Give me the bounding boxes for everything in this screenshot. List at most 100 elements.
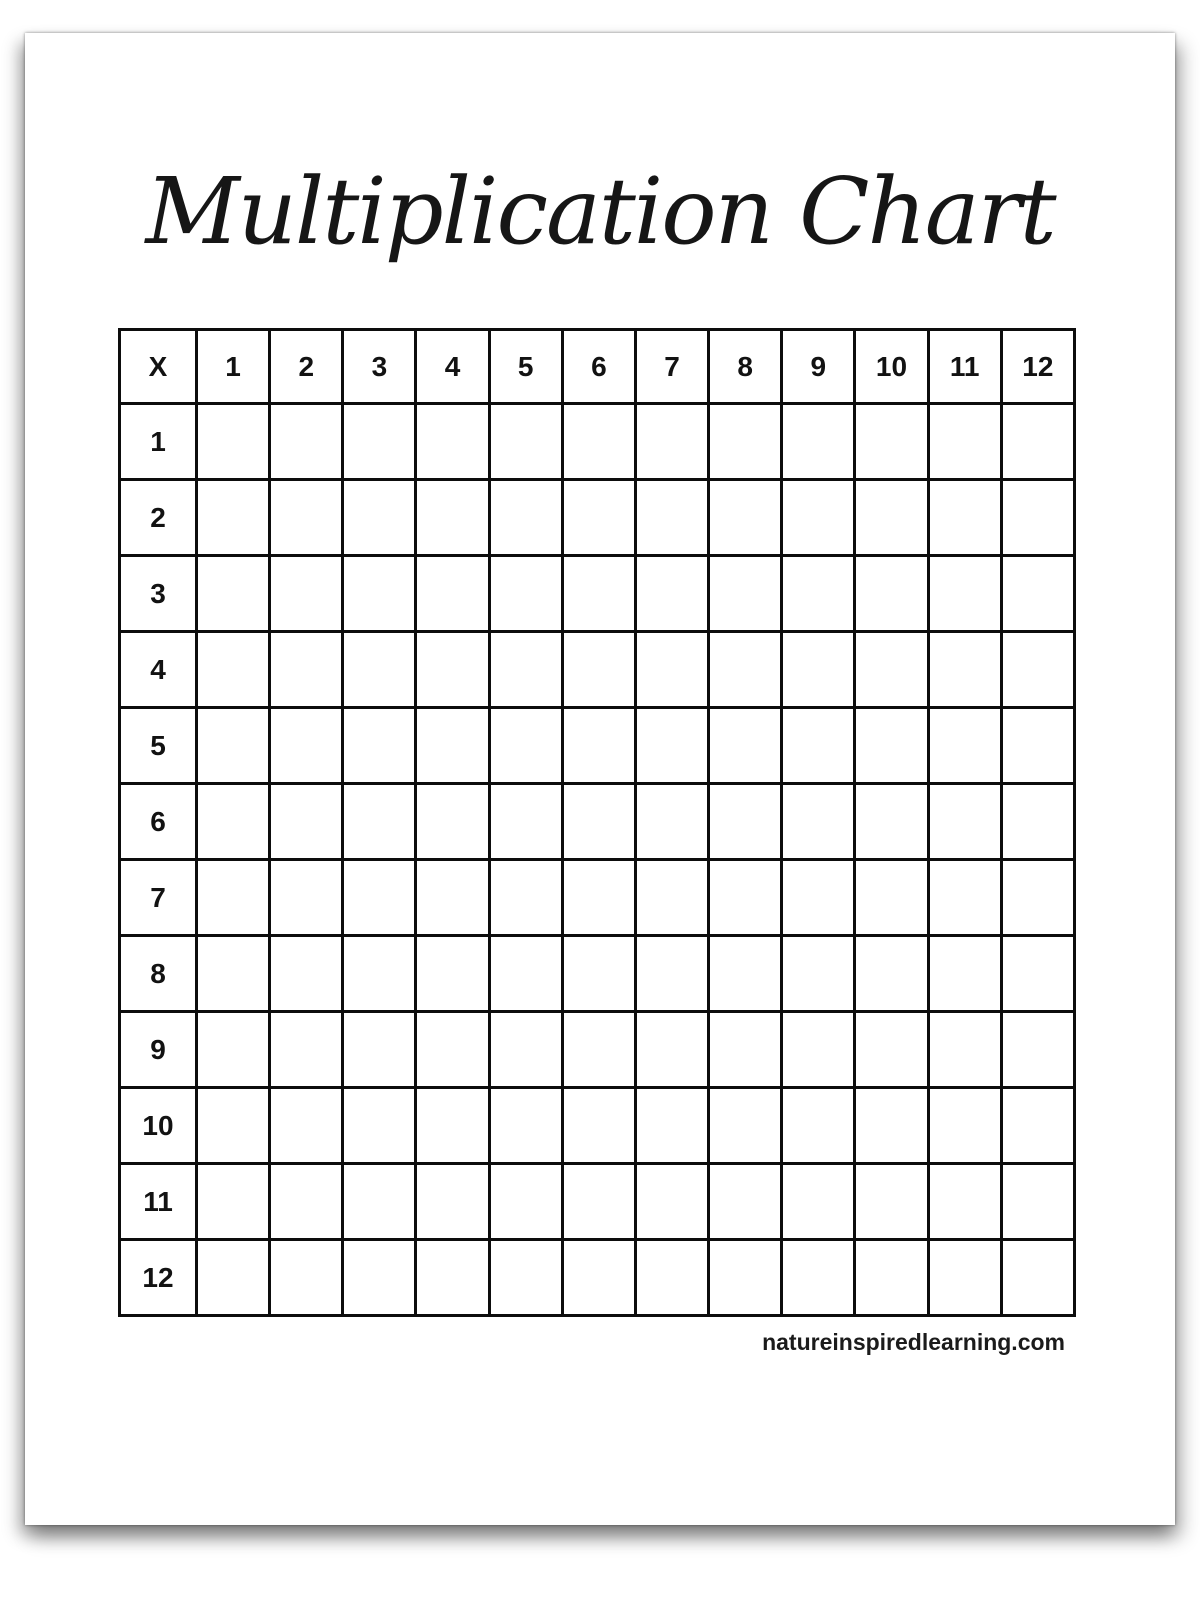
row-header-8: 8 bbox=[118, 934, 198, 1013]
grid-cell bbox=[926, 478, 1003, 557]
grid-cell bbox=[414, 402, 491, 481]
grid-cell bbox=[853, 782, 930, 861]
grid-cell bbox=[999, 706, 1077, 785]
grid-cell bbox=[414, 1162, 491, 1241]
grid-cell bbox=[926, 1238, 1003, 1317]
grid-cell bbox=[194, 1162, 272, 1241]
grid-cell bbox=[926, 1010, 1003, 1089]
grid-cell bbox=[194, 934, 272, 1013]
grid-row-3: 3 bbox=[118, 554, 1077, 633]
grid-cell bbox=[487, 1086, 564, 1165]
grid-cell bbox=[707, 934, 784, 1013]
row-header-2: 2 bbox=[118, 478, 198, 557]
grid-row-8: 8 bbox=[118, 934, 1077, 1013]
grid-cell bbox=[780, 402, 857, 481]
grid-cell bbox=[341, 478, 418, 557]
grid-cell bbox=[487, 782, 564, 861]
column-header-7: 7 bbox=[633, 328, 711, 405]
grid-cell bbox=[926, 630, 1003, 709]
grid-cell bbox=[560, 1162, 637, 1241]
grid-cell bbox=[560, 630, 637, 709]
grid-cell bbox=[633, 1238, 711, 1317]
grid-row-11: 11 bbox=[118, 1162, 1077, 1241]
grid-cell bbox=[633, 934, 711, 1013]
grid-cell bbox=[414, 630, 491, 709]
grid-cell bbox=[853, 1162, 930, 1241]
grid-cell bbox=[707, 1086, 784, 1165]
footer-url: natureinspiredlearning.com bbox=[762, 1329, 1065, 1355]
grid-cell bbox=[268, 1010, 345, 1089]
grid-body: 1 2 3 4 5 6 7 8 9 10 11 12 bbox=[118, 402, 1077, 1317]
column-header-1: 1 bbox=[194, 328, 272, 405]
grid-cell bbox=[999, 1238, 1077, 1317]
grid-cell bbox=[633, 706, 711, 785]
row-header-11: 11 bbox=[118, 1162, 198, 1241]
grid-cell bbox=[780, 1010, 857, 1089]
grid-cell bbox=[194, 1086, 272, 1165]
grid-cell bbox=[999, 554, 1077, 633]
column-header-6: 6 bbox=[560, 328, 637, 405]
grid-cell bbox=[999, 1162, 1077, 1241]
grid-cell bbox=[999, 1010, 1077, 1089]
grid-cell bbox=[268, 782, 345, 861]
grid-cell bbox=[560, 858, 637, 937]
grid-cell bbox=[780, 630, 857, 709]
grid-cell bbox=[194, 706, 272, 785]
grid-cell bbox=[414, 1086, 491, 1165]
grid-cell bbox=[560, 706, 637, 785]
grid-cell bbox=[487, 1010, 564, 1089]
grid-cell bbox=[633, 402, 711, 481]
grid-cell bbox=[633, 554, 711, 633]
grid-cell bbox=[707, 402, 784, 481]
grid-cell bbox=[780, 1086, 857, 1165]
grid-row-12: 12 bbox=[118, 1238, 1077, 1317]
grid-cell bbox=[633, 1162, 711, 1241]
grid-cell bbox=[268, 1086, 345, 1165]
grid-cell bbox=[268, 478, 345, 557]
grid-cell bbox=[999, 858, 1077, 937]
grid-cell bbox=[853, 478, 930, 557]
grid-cell bbox=[487, 934, 564, 1013]
grid-cell bbox=[268, 706, 345, 785]
grid-cell bbox=[414, 478, 491, 557]
grid-cell bbox=[268, 402, 345, 481]
grid-cell bbox=[414, 782, 491, 861]
grid-cell bbox=[780, 478, 857, 557]
grid-cell bbox=[268, 1238, 345, 1317]
row-header-6: 6 bbox=[118, 782, 198, 861]
grid-cell bbox=[853, 1010, 930, 1089]
row-header-4: 4 bbox=[118, 630, 198, 709]
grid-cell bbox=[341, 934, 418, 1013]
grid-cell bbox=[707, 858, 784, 937]
grid-cell bbox=[414, 554, 491, 633]
grid-cell bbox=[999, 402, 1077, 481]
grid-cell bbox=[268, 934, 345, 1013]
grid-cell bbox=[341, 706, 418, 785]
column-header-5: 5 bbox=[487, 328, 564, 405]
grid-cell bbox=[707, 706, 784, 785]
grid-cell bbox=[707, 1238, 784, 1317]
grid-cell bbox=[341, 1162, 418, 1241]
grid-cell bbox=[268, 1162, 345, 1241]
grid-cell bbox=[341, 858, 418, 937]
grid-cell bbox=[780, 1162, 857, 1241]
row-header-1: 1 bbox=[118, 402, 198, 481]
grid-cell bbox=[487, 706, 564, 785]
grid-cell bbox=[707, 1010, 784, 1089]
grid-cell bbox=[926, 782, 1003, 861]
grid-cell bbox=[853, 934, 930, 1013]
grid-cell bbox=[560, 1086, 637, 1165]
grid-cell bbox=[341, 402, 418, 481]
grid-cell bbox=[780, 706, 857, 785]
grid-cell bbox=[926, 934, 1003, 1013]
grid-cell bbox=[194, 1010, 272, 1089]
grid-cell bbox=[341, 782, 418, 861]
grid-row-5: 5 bbox=[118, 706, 1077, 785]
grid-cell bbox=[487, 1238, 564, 1317]
grid-cell bbox=[341, 554, 418, 633]
grid-row-4: 4 bbox=[118, 630, 1077, 709]
grid-cell bbox=[853, 858, 930, 937]
grid-cell bbox=[707, 554, 784, 633]
